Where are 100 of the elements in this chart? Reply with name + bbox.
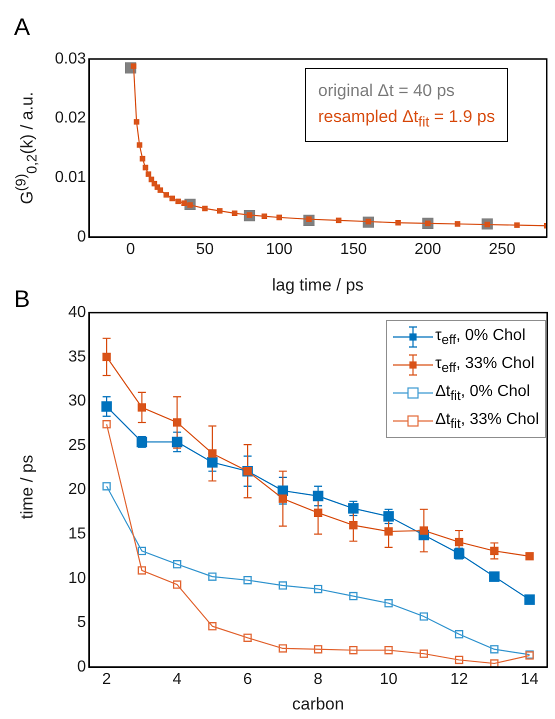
chart-title: B [14, 286, 30, 314]
point [232, 210, 238, 216]
x-tick-label: 10 [380, 671, 398, 688]
point [138, 403, 146, 412]
point [384, 599, 393, 608]
x-tick-label: 4 [172, 671, 182, 688]
y-tick-label: 20 [68, 481, 86, 498]
point [276, 214, 282, 220]
x-tick-label: 0 [126, 241, 136, 258]
point [349, 592, 358, 600]
point [314, 645, 322, 654]
point [454, 656, 464, 664]
y-tick-label: 0.01 [54, 169, 86, 186]
point [454, 630, 464, 638]
y-tick-label: 0.02 [54, 110, 86, 127]
point [278, 581, 288, 590]
y-tick-label: 30 [68, 392, 86, 410]
point [383, 511, 394, 522]
y-tick-label: 15 [68, 526, 86, 543]
y-tick-label: 40 [68, 304, 86, 322]
x-tick-label: 14 [520, 671, 539, 688]
point [172, 580, 182, 589]
point [243, 576, 252, 584]
y-tick-label: 10 [68, 570, 86, 587]
point [102, 482, 111, 490]
point [278, 644, 288, 653]
point [208, 572, 217, 581]
point [420, 650, 428, 658]
point [146, 171, 152, 177]
text: original Δt = 40 ps [318, 81, 455, 101]
y-tick-label: 25 [68, 436, 86, 454]
point [514, 222, 520, 228]
text: resampled Δt$_{fit}$ = 1.9 ps [318, 107, 495, 131]
point [172, 418, 182, 427]
y-tick-label: 5 [77, 614, 86, 632]
point [490, 546, 499, 556]
x-tick-label: 6 [243, 671, 252, 688]
point [138, 546, 146, 556]
x-tick-label: 200 [414, 241, 442, 258]
x-axis-title: lag time / ps [272, 275, 364, 294]
y-tick-label: 0.03 [54, 50, 86, 68]
point [102, 352, 111, 362]
point [312, 490, 324, 502]
point [142, 164, 148, 170]
point [454, 221, 460, 227]
legend-label: τ$_{eff}$, 0% Chol [435, 326, 526, 348]
chart-title: A [14, 14, 30, 42]
point [420, 612, 428, 621]
point [208, 449, 217, 458]
point [208, 622, 217, 630]
point [489, 571, 500, 582]
point [207, 457, 218, 468]
point [314, 584, 322, 594]
point [490, 645, 499, 654]
x-tick-label: 50 [196, 241, 214, 258]
point [102, 420, 111, 428]
x-axis-title: carbon [292, 694, 344, 714]
point [148, 176, 154, 182]
point [395, 220, 401, 226]
point [136, 142, 142, 148]
point [336, 218, 342, 224]
point [172, 560, 182, 568]
point [164, 192, 170, 198]
point [278, 494, 288, 503]
point [420, 526, 428, 535]
point [384, 527, 393, 536]
point [140, 156, 146, 162]
point [349, 646, 358, 654]
point [262, 213, 268, 220]
point [138, 566, 146, 575]
point [314, 508, 322, 518]
x-tick-label: 250 [488, 241, 516, 258]
point [490, 659, 499, 667]
point [158, 187, 164, 193]
point [181, 200, 187, 206]
y-tick-label: 0 [77, 228, 86, 246]
point [217, 208, 223, 214]
point [525, 552, 534, 560]
legend-label: Δt$_{fit}$, 33% Chol [435, 410, 539, 432]
x-tick-label: 150 [340, 241, 367, 258]
point [454, 538, 464, 546]
point [524, 594, 535, 605]
point [134, 119, 140, 125]
x-tick-label: 100 [266, 241, 293, 258]
point [348, 503, 359, 514]
x-tick-label: 2 [102, 671, 112, 688]
legend-label: Δt$_{fit}$, 0% Chol [435, 382, 530, 404]
x-tick-label: 8 [314, 671, 323, 688]
point [175, 198, 181, 204]
x-tick-label: 12 [450, 671, 468, 688]
point [384, 646, 393, 654]
point [172, 436, 182, 448]
y-tick-label: 0 [77, 658, 86, 676]
point [101, 401, 112, 412]
point [202, 206, 208, 212]
point [169, 196, 175, 202]
point [243, 634, 252, 642]
y-tick-label: 35 [68, 348, 86, 366]
y-axis-title: time / ps [18, 454, 38, 520]
legend-label: τ$_{eff}$, 33% Chol [435, 354, 534, 376]
